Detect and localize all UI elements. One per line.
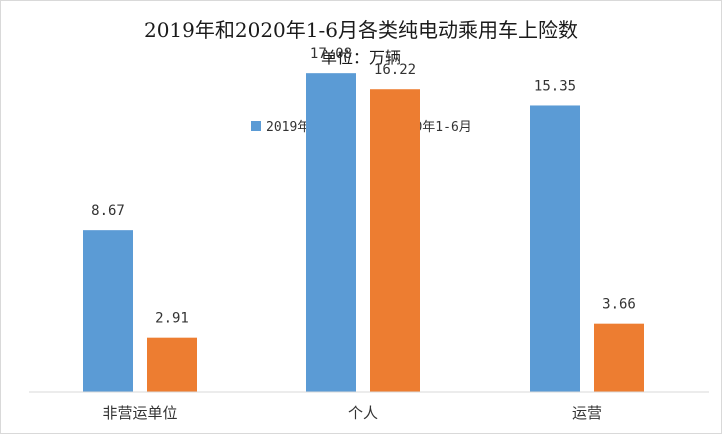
chart-subtitle: 单位：万辆 (321, 48, 401, 67)
category-label-0: 非营运单位 (102, 404, 177, 422)
bar-2020-1 (370, 89, 420, 392)
data-label-2019-0: 8.67 (91, 203, 125, 219)
category-label-1: 个人 (348, 404, 378, 422)
legend-swatch-2019 (251, 121, 261, 131)
bar-2020-0 (147, 337, 197, 392)
bar-2019-1 (306, 73, 356, 392)
category-label-2: 运营 (572, 404, 602, 422)
data-label-2019-1: 17.08 (310, 46, 352, 62)
bar-2019-0 (83, 230, 133, 392)
data-labels-group: 8.67 2.91 17.08 16.22 15.35 3.66 (91, 46, 636, 327)
legend: 2019年1-6月 2020年1-6月 (251, 120, 472, 135)
data-label-2019-2: 15.35 (534, 78, 576, 94)
bar-2019-2 (530, 105, 580, 392)
chart-title: 2019年和2020年1-6月各类纯电动乘用车上险数 (144, 18, 578, 42)
bar-2020-2 (594, 323, 644, 392)
data-label-2020-0: 2.91 (155, 311, 189, 327)
category-labels-group: 非营运单位 个人 运营 (102, 404, 602, 422)
data-label-2020-1: 16.22 (374, 62, 416, 78)
data-label-2020-2: 3.66 (602, 297, 636, 313)
bars-group (83, 73, 644, 392)
